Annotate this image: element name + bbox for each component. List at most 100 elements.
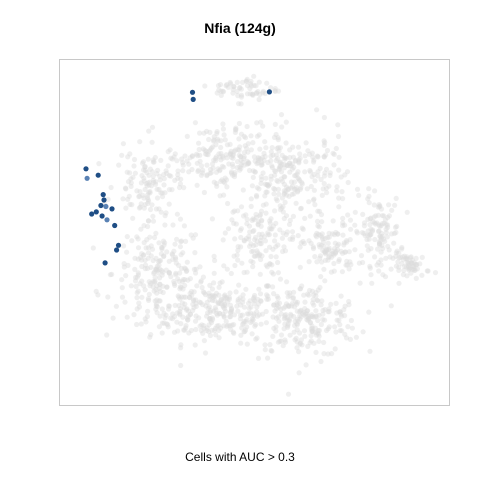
background-cell-point	[257, 211, 264, 218]
background-cell-point	[215, 299, 221, 305]
background-cell-point	[322, 307, 328, 313]
background-cell-point	[248, 147, 254, 153]
background-cell-point	[257, 251, 263, 257]
background-cell-point	[209, 292, 215, 298]
background-cell-point	[295, 233, 301, 239]
background-cell-point	[241, 133, 247, 139]
background-cell-point	[250, 317, 256, 323]
background-cell-point	[379, 233, 385, 239]
background-cell-point	[200, 146, 206, 152]
background-cell-point	[268, 216, 274, 222]
background-cell-point	[264, 264, 270, 270]
background-cell-point	[365, 247, 371, 253]
background-cell-point	[166, 270, 172, 276]
background-cell-point	[218, 92, 224, 98]
background-cell-point	[141, 205, 147, 211]
background-cell-point	[214, 130, 220, 136]
background-cell-point	[320, 236, 326, 242]
background-cell-point	[240, 321, 246, 327]
background-cell-point	[261, 157, 267, 163]
background-cell-point	[295, 189, 301, 195]
background-cell-point	[331, 260, 337, 267]
background-cell-point	[151, 234, 158, 241]
background-cell-point	[141, 167, 147, 173]
background-cell-point	[268, 149, 274, 155]
background-cell-point	[254, 194, 260, 200]
background-cell-point	[225, 322, 231, 328]
background-cell-point	[314, 259, 320, 265]
background-cell-point	[138, 255, 144, 261]
background-cell-point	[146, 190, 152, 196]
background-cell-point	[147, 283, 153, 289]
background-cell-point	[333, 300, 339, 306]
background-cell-point	[321, 138, 327, 144]
background-cell-point	[174, 158, 180, 164]
background-cell-point	[272, 208, 278, 214]
background-cell-point	[244, 324, 250, 330]
background-cell-point	[359, 230, 365, 236]
background-cell-point	[347, 336, 353, 342]
background-cell-point	[392, 202, 398, 208]
background-cell-point	[322, 257, 328, 263]
background-cell-point	[257, 241, 263, 247]
background-cell-point	[119, 152, 125, 158]
background-cell-point	[346, 298, 352, 305]
background-cell-point	[193, 313, 199, 319]
background-cell-point	[294, 327, 300, 333]
background-cell-point	[296, 349, 302, 355]
background-cell-point	[288, 313, 294, 319]
background-cell-point	[251, 253, 257, 259]
background-cell-point	[154, 263, 160, 269]
background-cell-point	[344, 258, 350, 264]
background-cell-point	[405, 265, 411, 271]
background-cell-point	[370, 219, 376, 225]
background-cell-point	[277, 276, 284, 282]
background-cell-point	[234, 252, 240, 258]
background-cell-point	[271, 185, 277, 192]
background-cell-point	[177, 310, 183, 317]
background-cell-point	[244, 123, 250, 130]
background-cell-point	[270, 246, 276, 252]
background-cell-point	[357, 280, 363, 286]
background-cell-point	[222, 303, 228, 309]
background-cell-point	[293, 186, 299, 192]
background-cell-point	[224, 184, 230, 190]
background-cell-point	[159, 330, 165, 336]
background-cell-point	[368, 226, 374, 232]
background-cell-point	[310, 300, 316, 306]
background-cell-point	[256, 219, 262, 225]
background-cell-point	[403, 256, 409, 262]
background-cell-point	[273, 254, 279, 260]
background-cell-point	[288, 163, 294, 169]
background-cell-point	[196, 299, 203, 305]
background-cell-point	[123, 273, 129, 279]
background-cell-point	[230, 86, 236, 92]
background-cell-point	[159, 245, 165, 251]
background-cell-point	[387, 254, 393, 260]
background-cell-point	[239, 79, 246, 85]
background-cell-point	[272, 88, 278, 94]
background-cell-point	[324, 190, 330, 196]
background-cell-point	[268, 158, 274, 164]
background-cell-point	[291, 179, 297, 185]
background-cell-point	[321, 154, 327, 160]
background-cell-point	[137, 139, 143, 145]
background-cell-point	[264, 283, 270, 289]
background-cell-point	[419, 254, 425, 260]
background-cell-point	[320, 247, 326, 253]
background-cell-point	[272, 86, 278, 92]
background-cell-point	[253, 242, 259, 248]
background-cell-point	[131, 156, 138, 163]
background-cell-point	[193, 270, 199, 276]
background-cell-point	[202, 350, 209, 356]
background-cell-point	[298, 240, 304, 246]
background-cell-point	[262, 181, 268, 187]
background-cell-point	[310, 154, 316, 160]
background-cell-point	[283, 188, 289, 194]
background-cell-point	[174, 211, 180, 217]
background-cell-point	[206, 148, 212, 154]
background-cell-point	[388, 303, 394, 309]
background-cell-point	[161, 320, 167, 326]
background-cell-point	[136, 194, 142, 200]
background-cell-point	[254, 133, 260, 139]
